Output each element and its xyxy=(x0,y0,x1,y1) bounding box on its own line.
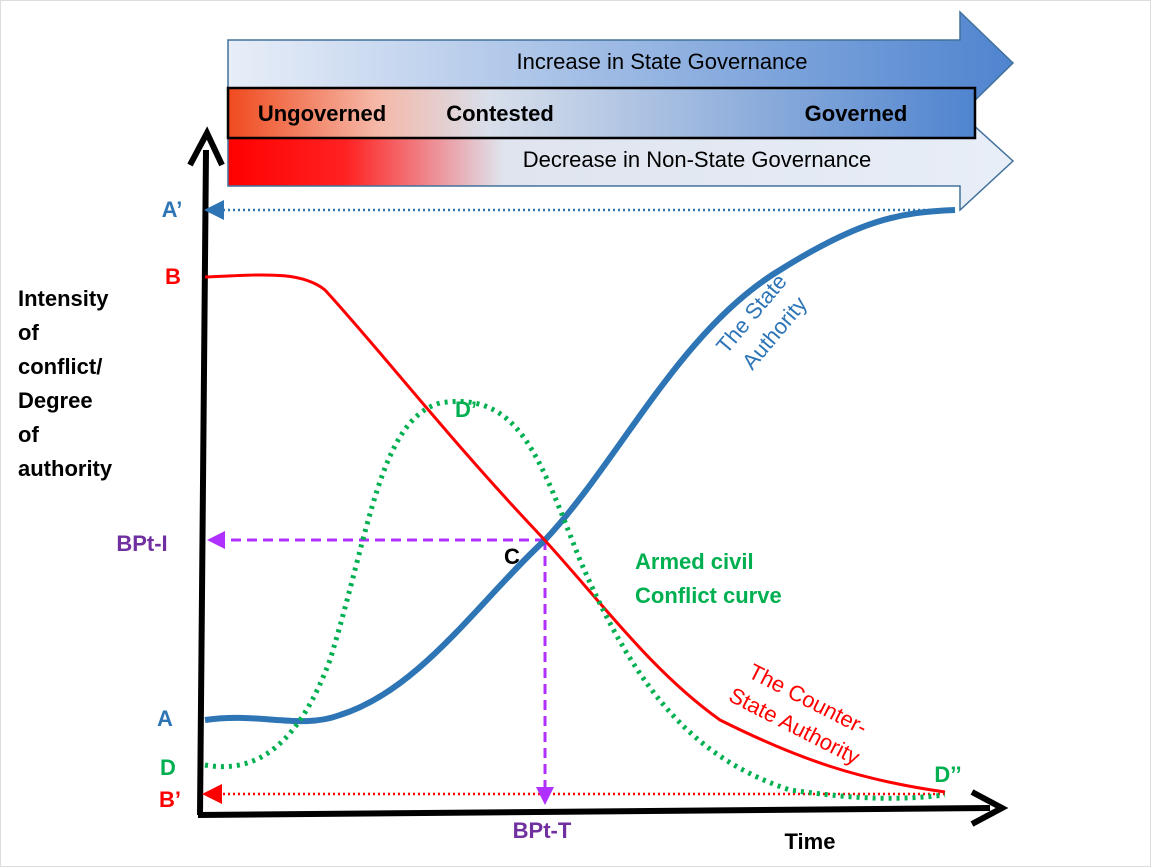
point-label: BPt-T xyxy=(513,818,572,843)
state-curve xyxy=(204,207,956,725)
point-label: A’ xyxy=(162,197,183,222)
y-arrowhead xyxy=(187,126,225,167)
counter-curve xyxy=(204,273,946,794)
point-label: D xyxy=(160,755,176,780)
point-label: D’’ xyxy=(934,762,961,787)
x-arrowhead xyxy=(970,789,1009,827)
y-axis-label: Degree xyxy=(18,388,93,413)
y-axis xyxy=(197,149,209,816)
point-label: A xyxy=(157,706,173,731)
zone-label: Governed xyxy=(805,101,908,126)
conflict-label: Armed civil xyxy=(635,549,754,574)
point-label: B xyxy=(165,264,181,289)
x-axis xyxy=(197,805,991,818)
y-axis-label: conflict/ xyxy=(18,354,102,379)
x-axis-label: Time xyxy=(785,829,836,854)
point-label: BPt-I xyxy=(116,531,167,556)
conflict-label: Conflict curve xyxy=(635,583,782,608)
zone-bar xyxy=(226,86,977,140)
y-axis-label: of xyxy=(18,422,39,447)
y-axis-label: Intensity xyxy=(18,286,109,311)
zone-label: Contested xyxy=(446,101,554,126)
y-axis-label: authority xyxy=(18,456,113,481)
zone-label: Ungoverned xyxy=(258,101,386,126)
y-axis-label: of xyxy=(18,320,39,345)
decrease-label: Decrease in Non-State Governance xyxy=(523,147,872,172)
increase-label: Increase in State Governance xyxy=(516,49,807,74)
point-label: B’ xyxy=(159,787,181,812)
point-label: D’ xyxy=(455,397,477,422)
point-label: C xyxy=(504,544,520,569)
